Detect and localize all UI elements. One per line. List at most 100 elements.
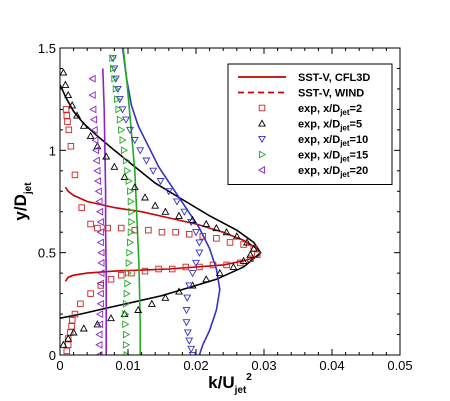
data-point xyxy=(222,228,231,236)
y-axis-label-sub: jet xyxy=(23,182,34,195)
data-point xyxy=(175,211,183,219)
data-point xyxy=(187,218,196,227)
x-tick-label: 0.04 xyxy=(319,358,344,373)
data-point xyxy=(182,319,191,327)
data-point xyxy=(89,105,97,114)
data-point xyxy=(95,330,103,339)
legend-label-sub: jet xyxy=(339,170,350,179)
data-point xyxy=(68,101,77,109)
data-point xyxy=(110,64,118,73)
data-point xyxy=(97,269,105,278)
tick-labels: 0 0.01 0.02 0.03 0.04 0.05 0 0.5 1 1.5 xyxy=(38,41,413,373)
data-point xyxy=(182,306,191,315)
data-point xyxy=(226,239,234,246)
data-point xyxy=(114,95,122,104)
data-point xyxy=(195,239,204,247)
legend-label-main: exp, x/D xyxy=(298,165,340,177)
data-point xyxy=(141,267,149,275)
data-point xyxy=(229,262,238,271)
experimental-markers xyxy=(60,54,261,355)
data-point xyxy=(91,136,99,145)
data-point xyxy=(118,125,126,134)
legend-label-main: exp, x/D xyxy=(298,134,340,146)
legend-label-sub: jet xyxy=(339,155,350,164)
legend-label-tail: =10 xyxy=(350,134,369,146)
data-point xyxy=(126,248,134,257)
y-tick-label: 1.5 xyxy=(38,41,56,56)
legend-label-sub: jet xyxy=(339,124,350,133)
data-point xyxy=(62,106,70,113)
data-point xyxy=(161,293,170,301)
data-point xyxy=(71,310,79,318)
data-point xyxy=(94,224,101,232)
data-point xyxy=(127,187,135,196)
data-point xyxy=(87,220,94,228)
x-tick-label: 0.05 xyxy=(387,358,412,373)
data-point xyxy=(182,263,190,271)
data-point xyxy=(61,80,70,88)
data-point xyxy=(131,226,139,234)
data-point xyxy=(188,351,197,355)
legend-swatch xyxy=(258,150,267,159)
data-point xyxy=(94,187,102,196)
legend-entry: SST-V, CFL3D xyxy=(238,72,370,84)
data-point xyxy=(124,166,132,175)
data-point xyxy=(60,68,68,76)
legend-label-main: SST-V, CFL3D xyxy=(298,72,370,84)
x-tick-label: 0.01 xyxy=(115,358,140,373)
legend-swatch xyxy=(258,104,266,112)
data-point xyxy=(124,279,132,288)
legend-entry: exp, x/Djet=20 xyxy=(257,165,368,179)
data-point xyxy=(141,193,149,201)
model-curve xyxy=(60,84,262,319)
data-point xyxy=(213,235,220,242)
legend-label-main: exp, x/D xyxy=(298,103,340,115)
data-point xyxy=(115,105,123,114)
data-point xyxy=(79,324,88,332)
data-point xyxy=(196,263,203,271)
data-point xyxy=(192,259,200,268)
data-point xyxy=(149,167,158,175)
model-curve xyxy=(121,48,221,355)
data-point xyxy=(122,330,131,339)
data-point xyxy=(199,233,207,240)
data-point xyxy=(96,238,104,247)
legend-label: exp, x/Djet=10 xyxy=(298,134,368,148)
data-point xyxy=(88,91,96,100)
legend-label: exp, x/Djet=5 xyxy=(298,119,362,133)
data-point xyxy=(90,125,98,134)
data-point xyxy=(71,171,79,179)
data-point xyxy=(161,207,170,215)
data-point xyxy=(97,258,105,267)
data-point xyxy=(127,228,135,237)
data-point xyxy=(122,156,131,165)
data-point xyxy=(93,177,102,185)
data-point xyxy=(128,218,136,226)
data-point xyxy=(122,116,130,124)
data-point xyxy=(122,320,130,329)
x-axis-label: k/Ujet 2 xyxy=(208,372,252,396)
data-point xyxy=(64,334,73,342)
legend-label-sub: jet xyxy=(339,108,350,117)
data-point xyxy=(123,289,131,298)
legend-label: SST-V, CFL3D xyxy=(298,72,370,84)
legend-label-tail: =5 xyxy=(350,119,363,131)
data-point xyxy=(97,248,105,257)
data-point xyxy=(60,340,68,348)
data-point xyxy=(253,251,261,258)
data-point xyxy=(92,156,100,165)
legend-label: exp, x/Djet=2 xyxy=(298,103,362,117)
data-point xyxy=(125,177,133,185)
data-point xyxy=(96,218,104,226)
data-point xyxy=(195,249,204,257)
legend-label-tail: =15 xyxy=(350,150,369,162)
data-point xyxy=(69,328,78,336)
data-point xyxy=(136,147,145,155)
legend-swatch xyxy=(258,119,266,127)
data-point xyxy=(173,198,181,206)
legend-box xyxy=(227,63,393,185)
data-point xyxy=(185,282,194,290)
legend-entry: exp, x/Djet=15 xyxy=(258,150,369,164)
data-point xyxy=(172,228,179,236)
